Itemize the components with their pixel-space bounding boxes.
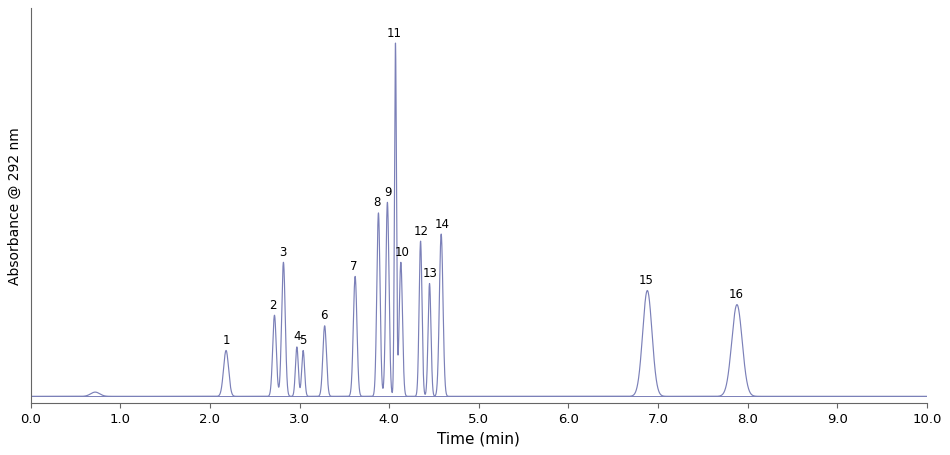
Text: 3: 3 bbox=[279, 246, 286, 259]
Text: 9: 9 bbox=[385, 186, 392, 199]
Text: 14: 14 bbox=[434, 217, 449, 231]
Text: 4: 4 bbox=[294, 330, 300, 344]
Text: 7: 7 bbox=[351, 260, 358, 273]
Text: 12: 12 bbox=[414, 225, 429, 238]
X-axis label: Time (min): Time (min) bbox=[437, 432, 521, 447]
Text: 16: 16 bbox=[729, 288, 744, 301]
Text: 10: 10 bbox=[394, 246, 409, 259]
Text: 11: 11 bbox=[387, 26, 402, 40]
Text: 6: 6 bbox=[320, 309, 328, 322]
Text: 8: 8 bbox=[373, 197, 380, 209]
Text: 13: 13 bbox=[423, 267, 438, 280]
Text: 1: 1 bbox=[222, 334, 230, 347]
Y-axis label: Absorbance @ 292 nm: Absorbance @ 292 nm bbox=[9, 127, 23, 285]
Text: 2: 2 bbox=[269, 298, 276, 312]
Text: 5: 5 bbox=[299, 334, 307, 347]
Text: 15: 15 bbox=[639, 274, 654, 287]
